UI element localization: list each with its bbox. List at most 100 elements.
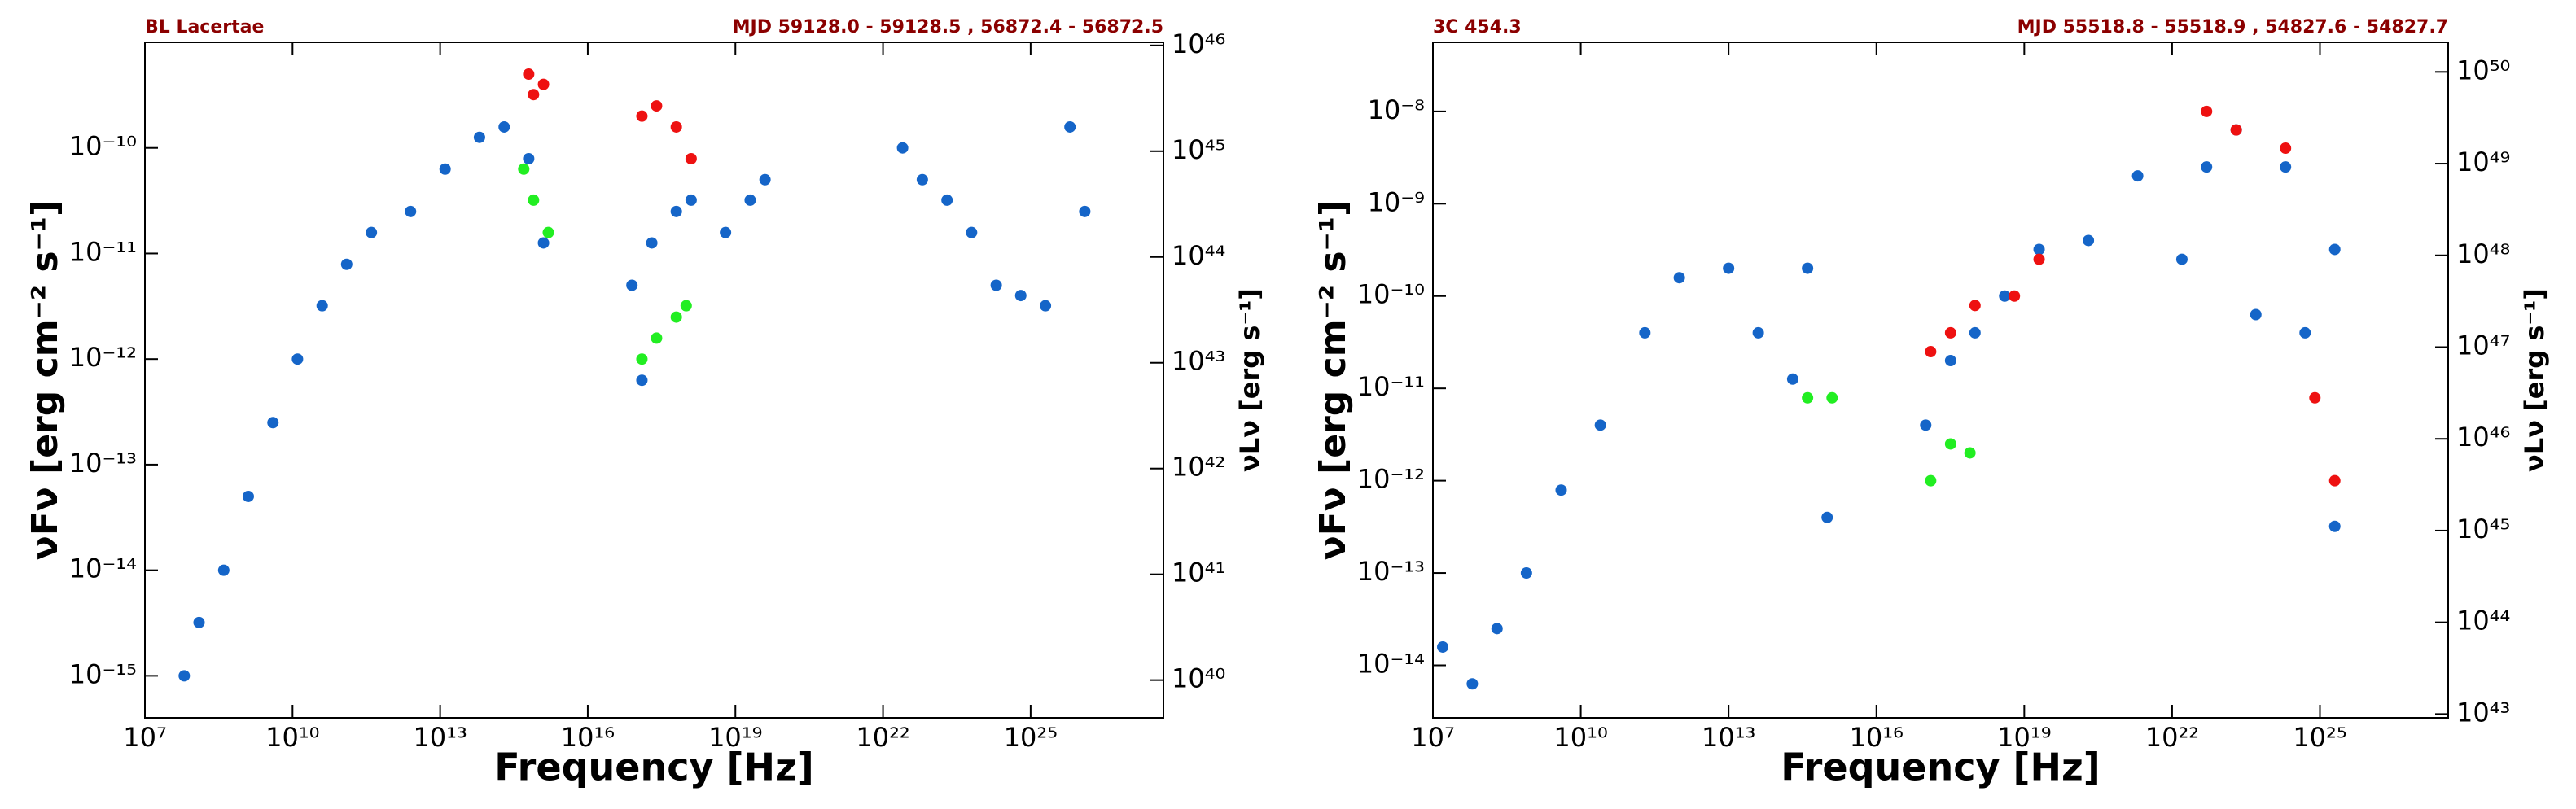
data-point: [1821, 511, 1833, 523]
data-point: [670, 311, 682, 323]
data-point: [2201, 105, 2213, 117]
data-point: [1925, 474, 1937, 487]
data-point: [217, 564, 230, 576]
data-point: [636, 353, 648, 365]
x-tick-label: 10⁷: [1411, 722, 1455, 753]
data-point: [528, 89, 540, 101]
data-point: [242, 490, 254, 502]
data-point: [523, 68, 535, 81]
data-point: [1786, 373, 1798, 385]
data-point: [473, 131, 485, 143]
data-point: [1437, 641, 1449, 653]
plot-frame: [1432, 42, 2449, 719]
y-tick-label: 10⁻¹⁵: [69, 658, 137, 689]
x-axis-label: Frequency [Hz]: [1781, 746, 2101, 789]
x-tick-label: 10¹⁶: [1850, 722, 1904, 753]
data-point: [1594, 419, 1606, 431]
x-tick-label: 10¹³: [413, 722, 467, 753]
y-tick-label: 10⁻¹²: [69, 342, 137, 373]
data-point: [685, 153, 697, 165]
plot-frame: [144, 42, 1164, 719]
data-point: [2309, 391, 2321, 404]
y2-tick-label: 10⁴⁷: [2456, 330, 2510, 361]
chart-title: 3C 454.3: [1433, 17, 1522, 37]
data-point: [1040, 300, 1052, 312]
data-point: [2250, 308, 2262, 321]
y-tick-label: 10⁻¹³: [69, 448, 137, 479]
y2-axis-label: νLν [erg s⁻¹]: [1234, 288, 1265, 472]
data-point: [1673, 272, 1685, 284]
data-point: [2328, 243, 2341, 256]
y-tick-label: 10⁻¹⁴: [69, 553, 137, 584]
data-point: [1969, 326, 1981, 339]
data-point: [1925, 346, 1937, 358]
y2-tick-label: 10⁴⁶: [2456, 422, 2510, 453]
data-point: [1491, 623, 1503, 635]
data-point: [1014, 290, 1027, 302]
data-point: [1826, 391, 1838, 404]
y2-tick-label: 10⁴⁵: [2456, 514, 2510, 544]
y-tick-label: 10⁻¹¹: [69, 236, 137, 267]
data-point: [537, 237, 550, 249]
data-point: [636, 374, 648, 387]
y2-tick-label: 10⁴³: [1172, 346, 1225, 377]
data-point: [537, 78, 550, 90]
data-point: [2083, 234, 2095, 247]
x-tick-label: 10¹³: [1702, 722, 1755, 753]
y-tick-label: 10⁻⁹: [1368, 186, 1425, 217]
y-tick-label: 10⁻¹⁰: [69, 131, 137, 162]
y-tick-label: 10⁻¹²: [1357, 464, 1425, 495]
data-point: [651, 100, 663, 112]
data-point: [2280, 161, 2292, 173]
y2-tick-label: 10⁵⁰: [2456, 55, 2510, 85]
data-point: [990, 279, 1002, 291]
y2-tick-label: 10⁴⁴: [1172, 240, 1225, 271]
data-point: [651, 332, 663, 344]
data-point: [2299, 326, 2311, 339]
y2-tick-label: 10⁴³: [2456, 697, 2510, 728]
data-point: [193, 616, 205, 628]
y2-tick-label: 10⁴⁵: [1172, 134, 1225, 165]
chart-subtitle: MJD 55518.8 - 55518.9 , 54827.6 - 54827.…: [2017, 17, 2448, 37]
data-point: [1944, 438, 1956, 450]
data-point: [178, 670, 191, 682]
data-point: [542, 226, 554, 238]
data-point: [1466, 678, 1479, 690]
data-point: [744, 194, 756, 206]
data-point: [366, 226, 378, 238]
x-tick-label: 10¹⁰: [265, 722, 319, 753]
data-point: [1802, 262, 1814, 274]
data-point: [626, 279, 638, 291]
data-point: [759, 173, 771, 186]
y2-tick-label: 10⁴⁸: [2456, 238, 2510, 269]
y-axis-label: νFν [erg cm⁻² s⁻¹]: [1312, 200, 1354, 560]
x-tick-label: 10²²: [2145, 722, 2199, 753]
data-point: [2009, 290, 2021, 302]
x-tick-label: 10²²: [856, 722, 909, 753]
data-point: [1079, 205, 1091, 217]
chart-title: BL Lacertae: [145, 17, 264, 37]
x-tick-label: 10²⁵: [2293, 722, 2346, 753]
data-point: [2033, 253, 2045, 265]
data-point: [405, 205, 417, 217]
data-point: [523, 153, 535, 165]
data-point: [1723, 262, 1735, 274]
y2-tick-label: 10⁴⁰: [1172, 663, 1225, 694]
data-point: [1944, 355, 1956, 367]
data-point: [1999, 290, 2011, 302]
data-point: [1920, 419, 1932, 431]
data-point: [267, 417, 279, 429]
data-point: [1639, 326, 1651, 339]
data-point: [680, 300, 692, 312]
y2-tick-label: 10⁴⁶: [1172, 28, 1225, 59]
y2-tick-label: 10⁴⁴: [2456, 606, 2510, 636]
data-point: [2175, 253, 2188, 265]
data-point: [316, 300, 328, 312]
data-point: [340, 258, 353, 270]
y-axis-label: νFν [erg cm⁻² s⁻¹]: [24, 200, 66, 560]
data-point: [518, 163, 530, 175]
data-point: [685, 194, 697, 206]
x-tick-label: 10¹⁰: [1553, 722, 1607, 753]
data-point: [528, 194, 540, 206]
